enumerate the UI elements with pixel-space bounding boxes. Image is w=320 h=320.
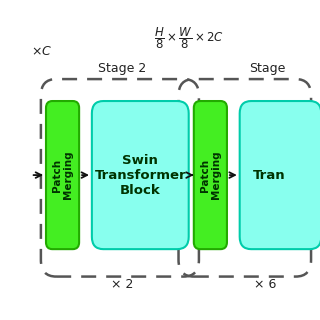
Text: Patch
Merging: Patch Merging (52, 151, 73, 199)
FancyBboxPatch shape (240, 101, 320, 249)
Text: Patch
Merging: Patch Merging (200, 151, 221, 199)
Text: $\dfrac{H}{8}\times\dfrac{W}{8}\times 2C$: $\dfrac{H}{8}\times\dfrac{W}{8}\times 2C… (154, 25, 224, 51)
Text: Stage: Stage (250, 62, 286, 75)
Text: Tran: Tran (252, 169, 285, 181)
Text: Stage 2: Stage 2 (98, 62, 147, 75)
FancyBboxPatch shape (46, 101, 79, 249)
Text: × 6: × 6 (254, 278, 276, 291)
FancyBboxPatch shape (194, 101, 227, 249)
Text: Swin
Transformer
Block: Swin Transformer Block (94, 154, 186, 196)
FancyBboxPatch shape (92, 101, 189, 249)
Text: × 2: × 2 (111, 278, 134, 291)
Text: $\times C$: $\times C$ (31, 45, 52, 58)
